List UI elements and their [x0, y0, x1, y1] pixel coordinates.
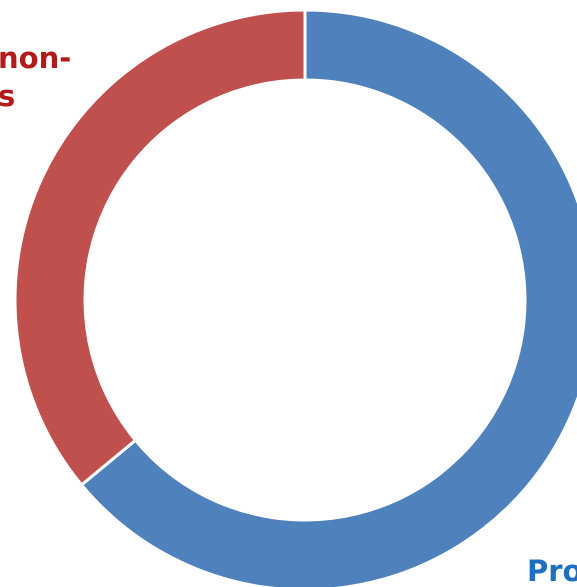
slice-label-non: non-s	[0, 41, 71, 113]
donut-slice-0	[79, 8, 577, 587]
slice-label-pro: Pro	[527, 554, 577, 587]
slice-label-line: s	[0, 79, 15, 113]
slice-label-line: non-	[0, 41, 71, 75]
donut-slices	[13, 8, 577, 587]
slice-labels: Pro non-s	[0, 41, 577, 587]
donut-slice-1	[13, 8, 307, 487]
slice-label-line: Pro	[527, 554, 577, 587]
